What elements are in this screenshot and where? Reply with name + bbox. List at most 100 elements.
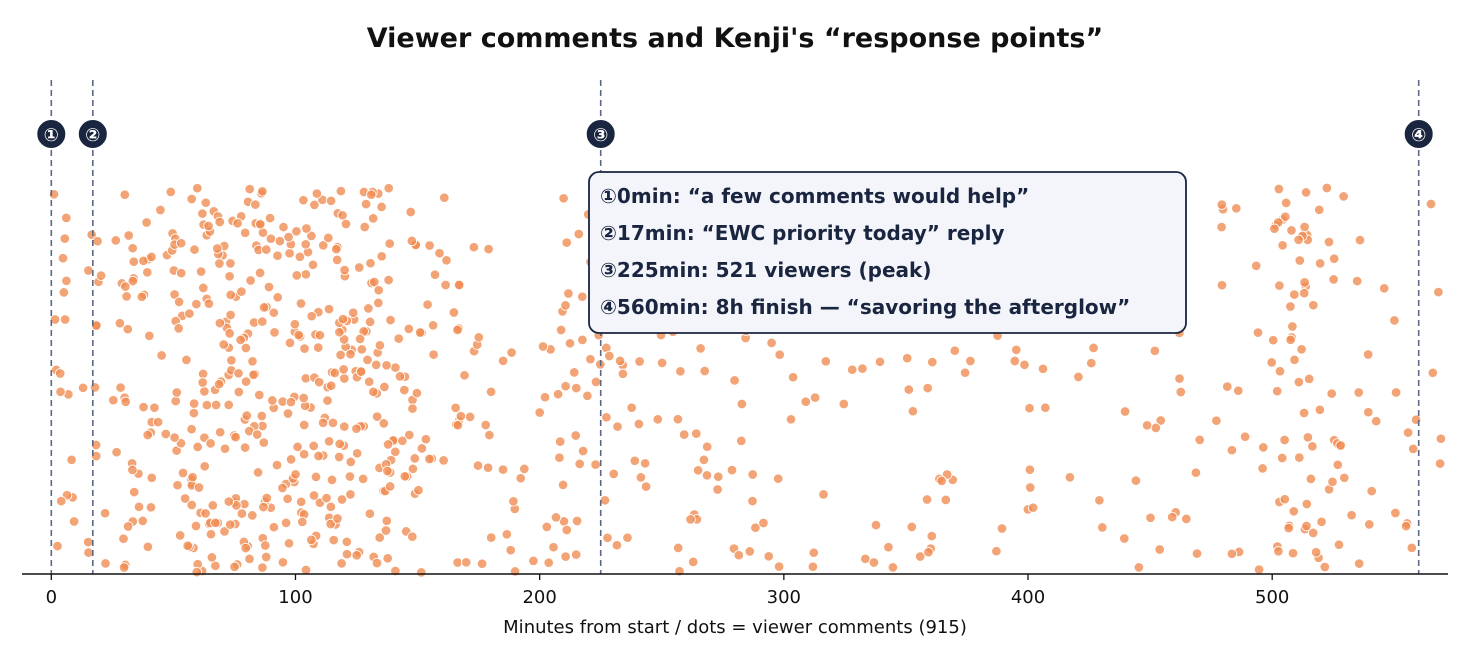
comment-point (1313, 204, 1325, 216)
comment-point (452, 419, 464, 431)
comment-point (1226, 444, 1238, 456)
comment-point (614, 355, 626, 367)
comment-point (1303, 373, 1315, 385)
comment-point (747, 469, 758, 480)
comment-point (1276, 452, 1288, 464)
annotation-box-frame (588, 171, 1187, 334)
comment-point (1339, 472, 1350, 484)
comment-point (903, 384, 915, 395)
comment-point (563, 288, 574, 299)
annotation-box: ①0min: “a few comments would help” ②17min… (588, 171, 1187, 334)
comment-point (250, 199, 261, 210)
comment-point (1298, 287, 1310, 299)
comment-point (1181, 513, 1192, 525)
comment-point (508, 496, 519, 507)
comment-point (264, 212, 276, 224)
comment-point (1307, 527, 1319, 539)
comment-point (325, 518, 336, 530)
comment-point (570, 430, 581, 441)
comment-point (453, 279, 465, 291)
response-point-badge-2 (76, 118, 109, 150)
comment-point (199, 461, 210, 472)
comment-point (485, 386, 497, 398)
comment-point (1294, 255, 1306, 266)
comment-point (573, 228, 585, 240)
comment-point (336, 494, 348, 505)
comment-point (406, 235, 418, 247)
comment-point (800, 396, 812, 407)
comment-point (570, 549, 582, 560)
comment-point (774, 349, 785, 360)
comment-point (257, 316, 268, 327)
comment-point (298, 194, 309, 206)
comment-point (608, 468, 619, 480)
comment-point (1400, 520, 1412, 532)
comment-point (808, 547, 820, 558)
comment-point (224, 519, 236, 530)
comment-point (363, 303, 374, 314)
comment-point (118, 562, 130, 573)
chart-title: Viewer comments and Kenji's “response po… (367, 23, 1104, 54)
comment-point (203, 220, 214, 232)
comment-point (381, 515, 393, 527)
comment-point (874, 356, 886, 368)
comment-point (772, 473, 784, 484)
comment-point (312, 342, 324, 353)
comment-point (83, 547, 94, 558)
comment-point (564, 338, 576, 349)
comment-point (390, 362, 401, 373)
comment-point (397, 435, 408, 447)
comment-point (1299, 277, 1310, 288)
comment-point (1273, 183, 1285, 195)
comment-point (186, 193, 197, 205)
comment-point (370, 359, 382, 371)
comment-point (1402, 427, 1414, 438)
comment-point (55, 495, 67, 507)
comment-point (685, 514, 696, 525)
comment-point (640, 481, 652, 492)
comment-point (169, 432, 180, 443)
comment-point (173, 323, 184, 334)
comment-point (235, 334, 246, 346)
comment-point (1362, 349, 1374, 360)
comment-point (656, 357, 668, 369)
comment-point (260, 540, 271, 551)
comment-point (1333, 539, 1345, 550)
comment-point (58, 287, 70, 298)
comment-point (1175, 386, 1187, 398)
comment-point (245, 275, 256, 286)
comment-point (459, 370, 470, 381)
comment-point (110, 235, 122, 246)
response-point-label-2: ② (85, 125, 100, 146)
comment-point (868, 557, 880, 568)
comment-point (497, 464, 509, 475)
comment-point (160, 428, 172, 440)
comment-point (1425, 198, 1437, 210)
comment-point (368, 386, 379, 398)
comment-point (252, 467, 264, 478)
comment-point (170, 395, 181, 407)
comment-point (274, 235, 286, 247)
comment-point (427, 320, 439, 331)
comment-point (733, 549, 745, 561)
comment-point (283, 538, 295, 549)
comment-point (292, 441, 303, 453)
comment-point (1286, 225, 1297, 236)
comment-point (1216, 221, 1227, 233)
comment-point (144, 330, 155, 342)
comment-point (1252, 327, 1264, 338)
comment-point (906, 521, 918, 533)
comment-point (695, 343, 706, 354)
comment-point (285, 454, 297, 465)
comment-point (367, 213, 379, 224)
comment-point (224, 271, 235, 282)
comment-point (1283, 522, 1294, 534)
comment-point (599, 495, 611, 506)
comment-point (100, 558, 111, 569)
comment-point (1335, 440, 1346, 451)
comment-point (555, 324, 567, 336)
comment-point (326, 474, 338, 486)
comment-point (172, 479, 183, 491)
comment-point (369, 276, 380, 288)
